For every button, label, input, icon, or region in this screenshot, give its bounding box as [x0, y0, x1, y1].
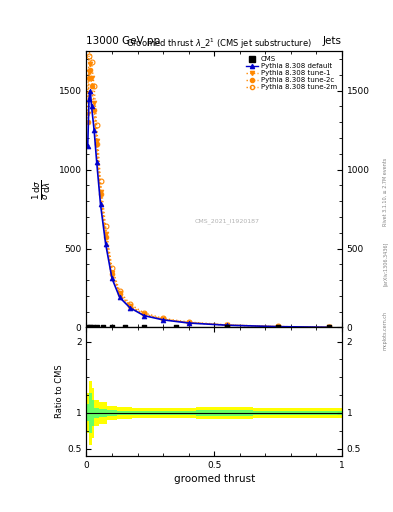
- Pythia 8.308 tune-1: [94, 138, 99, 144]
- Pythia 8.308 tune-2m: [327, 324, 332, 330]
- Pythia 8.308 tune-2m: [186, 319, 191, 325]
- Point: [173, 323, 179, 331]
- Text: Jets: Jets: [323, 36, 342, 46]
- Point: [122, 323, 128, 331]
- Pythia 8.308 tune-2m: [94, 122, 99, 129]
- Title: Groomed thrust $\lambda$_2$^1$ (CMS jet substructure): Groomed thrust $\lambda$_2$^1$ (CMS jet …: [127, 37, 312, 51]
- Pythia 8.308 default: [117, 294, 122, 301]
- Pythia 8.308 tune-1: [141, 311, 146, 317]
- Pythia 8.308 default: [86, 95, 91, 101]
- Pythia 8.308 tune-2m: [92, 83, 97, 89]
- Pythia 8.308 tune-2c: [117, 291, 122, 297]
- Y-axis label: Ratio to CMS: Ratio to CMS: [55, 365, 64, 418]
- Legend: CMS, Pythia 8.308 default, Pythia 8.308 tune-1, Pythia 8.308 tune-2c, Pythia 8.3: CMS, Pythia 8.308 default, Pythia 8.308 …: [244, 55, 338, 92]
- Pythia 8.308 tune-1: [88, 61, 93, 67]
- Pythia 8.308 default: [88, 88, 93, 94]
- Pythia 8.308 default: [128, 305, 132, 311]
- Text: [arXiv:1306.3436]: [arXiv:1306.3436]: [383, 242, 387, 286]
- Pythia 8.308 tune-1: [128, 303, 132, 309]
- Text: 13000 GeV pp: 13000 GeV pp: [86, 36, 161, 46]
- Pythia 8.308 tune-2m: [103, 223, 108, 229]
- Pythia 8.308 tune-1: [161, 316, 165, 322]
- Line: Pythia 8.308 tune-2c: Pythia 8.308 tune-2c: [85, 68, 332, 330]
- Pythia 8.308 default: [276, 324, 281, 330]
- Pythia 8.308 tune-2m: [128, 301, 132, 307]
- Point: [275, 323, 281, 331]
- Pythia 8.308 default: [85, 143, 90, 149]
- Pythia 8.308 tune-2c: [88, 67, 93, 73]
- Pythia 8.308 tune-2m: [117, 288, 122, 294]
- Pythia 8.308 tune-2c: [86, 75, 91, 81]
- Pythia 8.308 default: [186, 320, 191, 326]
- Pythia 8.308 default: [110, 275, 114, 282]
- Line: Pythia 8.308 tune-2m: Pythia 8.308 tune-2m: [85, 44, 332, 330]
- Pythia 8.308 tune-2m: [141, 310, 146, 316]
- Pythia 8.308 tune-1: [117, 290, 122, 296]
- Pythia 8.308 tune-2m: [225, 322, 230, 328]
- Pythia 8.308 tune-1: [276, 324, 281, 330]
- Pythia 8.308 tune-2c: [85, 119, 90, 125]
- Line: Pythia 8.308 default: Pythia 8.308 default: [85, 88, 332, 330]
- Pythia 8.308 tune-2m: [161, 315, 165, 322]
- Pythia 8.308 tune-2c: [128, 304, 132, 310]
- Point: [87, 323, 94, 331]
- Pythia 8.308 tune-2m: [89, 59, 94, 66]
- Pythia 8.308 default: [161, 317, 165, 323]
- Text: Rivet 3.1.10, ≥ 2.7M events: Rivet 3.1.10, ≥ 2.7M events: [383, 158, 387, 226]
- Text: CMS_2021_I1920187: CMS_2021_I1920187: [195, 219, 259, 224]
- Pythia 8.308 default: [89, 103, 94, 110]
- Pythia 8.308 tune-1: [225, 322, 230, 328]
- Pythia 8.308 tune-2c: [327, 324, 332, 330]
- Point: [141, 323, 147, 331]
- Pythia 8.308 tune-2c: [103, 233, 108, 240]
- Pythia 8.308 tune-2c: [225, 322, 230, 328]
- Pythia 8.308 tune-1: [327, 324, 332, 330]
- Point: [224, 323, 230, 331]
- Point: [90, 323, 96, 331]
- Pythia 8.308 tune-1: [110, 270, 114, 276]
- Pythia 8.308 tune-1: [89, 75, 94, 81]
- Pythia 8.308 tune-2c: [161, 316, 165, 323]
- Pythia 8.308 tune-2c: [110, 271, 114, 277]
- Pythia 8.308 tune-2c: [92, 106, 97, 113]
- Pythia 8.308 tune-2m: [276, 324, 281, 330]
- Pythia 8.308 tune-1: [86, 69, 91, 75]
- Pythia 8.308 default: [225, 322, 230, 328]
- Pythia 8.308 default: [103, 241, 108, 247]
- Pythia 8.308 tune-2m: [86, 53, 91, 59]
- Point: [84, 323, 91, 331]
- Point: [109, 323, 115, 331]
- Pythia 8.308 tune-1: [92, 100, 97, 106]
- Pythia 8.308 default: [141, 312, 146, 318]
- Pythia 8.308 tune-2c: [98, 191, 103, 197]
- Point: [100, 323, 106, 331]
- Pythia 8.308 tune-1: [186, 319, 191, 326]
- Y-axis label: $\frac{1}{\sigma}\frac{\mathrm{d}\sigma}{\mathrm{d}\lambda}$: $\frac{1}{\sigma}\frac{\mathrm{d}\sigma}…: [31, 179, 53, 200]
- Pythia 8.308 tune-2c: [141, 311, 146, 317]
- X-axis label: groomed thrust: groomed thrust: [174, 474, 255, 484]
- Pythia 8.308 default: [94, 159, 99, 165]
- Point: [326, 323, 332, 331]
- Pythia 8.308 default: [327, 324, 332, 330]
- Pythia 8.308 tune-2c: [186, 319, 191, 326]
- Pythia 8.308 tune-1: [85, 111, 90, 117]
- Text: mcplots.cern.ch: mcplots.cern.ch: [383, 311, 387, 350]
- Point: [94, 323, 100, 331]
- Pythia 8.308 tune-2c: [89, 83, 94, 89]
- Pythia 8.308 tune-2c: [94, 141, 99, 147]
- Pythia 8.308 tune-2m: [85, 91, 90, 97]
- Pythia 8.308 tune-2c: [276, 324, 281, 330]
- Line: Pythia 8.308 tune-1: Pythia 8.308 tune-1: [85, 61, 332, 330]
- Pythia 8.308 tune-1: [103, 231, 108, 238]
- Pythia 8.308 default: [98, 201, 103, 207]
- Pythia 8.308 tune-2m: [88, 44, 93, 50]
- Pythia 8.308 tune-1: [98, 188, 103, 195]
- Pythia 8.308 tune-2m: [110, 265, 114, 271]
- Pythia 8.308 tune-2m: [98, 178, 103, 184]
- Pythia 8.308 default: [92, 127, 97, 133]
